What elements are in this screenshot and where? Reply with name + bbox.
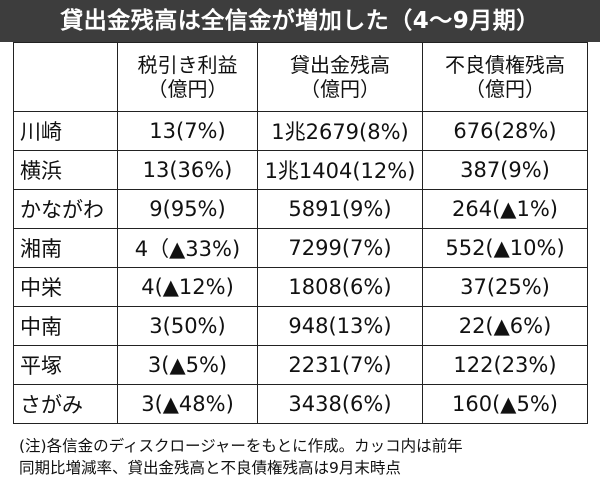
loans-cell: 948(13%) [257, 306, 423, 346]
bad-debt-cell: 122(23%) [422, 345, 588, 385]
bank-name: 平塚 [13, 345, 118, 385]
header-loans-label: 貸出金残高 [290, 53, 390, 77]
profit-cell: 4(▲12%) [117, 267, 258, 307]
loans-cell: 3438(6%) [257, 384, 423, 424]
bank-name: 湘南 [13, 228, 118, 268]
bad-debt-cell: 160(▲5%) [422, 384, 588, 424]
loans-cell: 1兆1404(12%) [257, 150, 423, 190]
profit-cell: 13(7%) [117, 111, 258, 151]
bad-debt-cell: 676(28%) [422, 111, 588, 151]
table-row: かながわ 9(95%) 5891(9%) 264(▲1%) [13, 189, 588, 229]
bank-name: 川崎 [13, 111, 118, 151]
header-bad-debt: 不良債権残高 （億円） [422, 42, 588, 112]
bank-name: かながわ [13, 189, 118, 229]
bank-name: 中南 [13, 306, 118, 346]
bank-name: さがみ [13, 384, 118, 424]
table-row: 中南 3(50%) 948(13%) 22(▲6%) [13, 306, 588, 346]
data-table: 税引き利益 （億円） 貸出金残高 （億円） 不良債権残高 （億円） 川崎 13(… [13, 42, 588, 424]
header-profit: 税引き利益 （億円） [117, 42, 258, 112]
table-row: 川崎 13(7%) 1兆2679(8%) 676(28%) [13, 111, 588, 151]
footnote: (注)各信金のディスクロージャーをもとに作成。カッコ内は前年 同期比増減率、貸出… [13, 432, 587, 487]
bad-debt-cell: 264(▲1%) [422, 189, 588, 229]
header-row: 税引き利益 （億円） 貸出金残高 （億円） 不良債権残高 （億円） [13, 42, 588, 112]
loans-cell: 7299(7%) [257, 228, 423, 268]
header-profit-label: 税引き利益 [137, 53, 238, 77]
bank-name: 横浜 [13, 150, 118, 190]
profit-cell: 13(36%) [117, 150, 258, 190]
bad-debt-cell: 552(▲10%) [422, 228, 588, 268]
header-loans: 貸出金残高 （億円） [257, 42, 423, 112]
bad-debt-cell: 37(25%) [422, 267, 588, 307]
header-bad-debt-unit: （億円） [465, 77, 545, 101]
footnote-line-2: 同期比増減率、貸出金残高と不良債権残高は9月末時点 [19, 459, 401, 477]
profit-cell: 3(▲48%) [117, 384, 258, 424]
footnote-line-1: (注)各信金のディスクロージャーをもとに作成。カッコ内は前年 [19, 437, 463, 455]
profit-cell: 4（▲33%) [117, 228, 258, 268]
header-profit-unit: （億円） [147, 77, 228, 101]
header-corner [13, 42, 118, 112]
loans-cell: 2231(7%) [257, 345, 423, 385]
profit-cell: 3(▲5%) [117, 345, 258, 385]
bad-debt-cell: 387(9%) [422, 150, 588, 190]
bank-name: 中栄 [13, 267, 118, 307]
loans-cell: 5891(9%) [257, 189, 423, 229]
header-loans-unit: （億円） [300, 77, 380, 101]
table-row: 湘南 4（▲33%) 7299(7%) 552(▲10%) [13, 228, 588, 268]
table-row: 横浜 13(36%) 1兆1404(12%) 387(9%) [13, 150, 588, 190]
bad-debt-cell: 22(▲6%) [422, 306, 588, 346]
profit-cell: 3(50%) [117, 306, 258, 346]
figure-title: 貸出金残高は全信金が増加した（4～9月期） [0, 0, 600, 42]
loans-cell: 1808(6%) [257, 267, 423, 307]
loans-cell: 1兆2679(8%) [257, 111, 423, 151]
table-row: さがみ 3(▲48%) 3438(6%) 160(▲5%) [13, 384, 588, 424]
header-bad-debt-label: 不良債権残高 [445, 53, 565, 77]
profit-cell: 9(95%) [117, 189, 258, 229]
table-row: 平塚 3(▲5%) 2231(7%) 122(23%) [13, 345, 588, 385]
table-row: 中栄 4(▲12%) 1808(6%) 37(25%) [13, 267, 588, 307]
